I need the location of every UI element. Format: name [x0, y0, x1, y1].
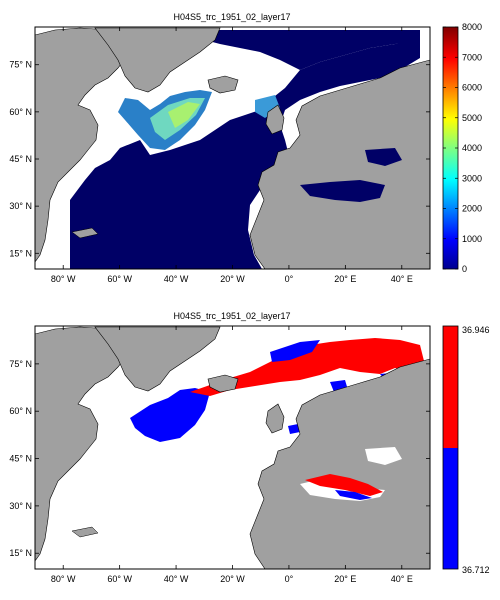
land-europe-africa-2	[249, 358, 430, 569]
colorbar-tick-label: 0	[462, 264, 467, 274]
y-tick-label: 30° N	[9, 201, 32, 211]
y-tick-label: 30° N	[9, 501, 32, 511]
colorbar-tick-label: 7000	[462, 52, 482, 62]
y-tick-label: 45° N	[9, 154, 32, 164]
ocean-field-1b	[205, 30, 420, 70]
map-2	[35, 326, 430, 569]
colorbar-2-label-max: 36.946	[462, 325, 490, 335]
y-tick-label: 60° N	[9, 406, 32, 416]
y-axis-2: 15° N 30° N 45° N 60° N 75° N	[9, 359, 430, 558]
map-1	[35, 27, 430, 269]
colorbar-tick-label: 6000	[462, 83, 482, 93]
y-axis-1: 15° N 30° N 45° N 60° N 75° N	[9, 60, 430, 258]
x-tick-label: 40° E	[391, 574, 413, 584]
land-greenland-2	[94, 326, 221, 392]
land-british-isles-2	[265, 403, 285, 434]
land-iceland-1	[207, 75, 239, 94]
y-tick-label: 75° N	[9, 60, 32, 70]
x-tick-label: 80° W	[51, 274, 76, 284]
colorbar-ticks-1: 0 1000 2000 3000 4000 5000 6000 7000 8000	[443, 22, 482, 274]
colorbar-2-low	[443, 448, 458, 569]
land-greenland-1	[94, 27, 221, 93]
blue-spot-biscay	[288, 424, 300, 434]
colorbar-tick-label: 4000	[462, 143, 482, 153]
x-tick-label: 60° W	[107, 574, 132, 584]
x-tick-label: 20° W	[220, 274, 245, 284]
x-tick-label: 40° E	[391, 274, 413, 284]
x-tick-label: 0°	[285, 274, 294, 284]
land-caribbean-1	[71, 227, 99, 239]
colorbar-2-high	[443, 326, 458, 448]
y-tick-label: 15° N	[9, 548, 32, 558]
land-iceland-2	[207, 374, 239, 393]
x-tick-label: 20° E	[334, 574, 356, 584]
y-tick-label: 15° N	[9, 248, 32, 258]
colorbar-tick-label: 3000	[462, 173, 482, 183]
x-axis-1: 80° W 60° W 40° W 20° W 0° 20° E 40° E	[51, 27, 413, 284]
red-region-nordic	[190, 338, 425, 396]
colorbar-tick-label: 5000	[462, 113, 482, 123]
x-tick-label: 0°	[285, 574, 294, 584]
land-europe-africa-1	[249, 59, 430, 269]
title-1: H04S5_trc_1951_02_layer17	[173, 12, 290, 22]
x-tick-label: 80° W	[51, 574, 76, 584]
x-axis-2: 80° W 60° W 40° W 20° W 0° 20° E 40° E	[51, 326, 413, 584]
colorbar-tick-label: 2000	[462, 204, 482, 214]
land-british-isles-1	[265, 104, 285, 135]
title-2: H04S5_trc_1951_02_layer17	[173, 311, 290, 321]
x-tick-label: 20° W	[220, 574, 245, 584]
x-tick-label: 40° W	[164, 574, 189, 584]
blue-region-labrador	[130, 388, 210, 442]
colorbar-tick-label: 1000	[462, 234, 482, 244]
ocean-field-1	[70, 40, 420, 269]
y-tick-label: 75° N	[9, 359, 32, 369]
mediterranean-1	[300, 180, 385, 202]
x-tick-label: 60° W	[107, 274, 132, 284]
colorbar-2-label-min: 36.712	[462, 565, 490, 575]
x-tick-label: 20° E	[334, 274, 356, 284]
y-tick-label: 60° N	[9, 107, 32, 117]
x-tick-label: 40° W	[164, 274, 189, 284]
colorbar-2-frame	[442, 325, 459, 570]
colorbar-tick-label: 8000	[462, 22, 482, 32]
land-caribbean-2	[71, 526, 99, 538]
y-tick-label: 45° N	[9, 454, 32, 464]
